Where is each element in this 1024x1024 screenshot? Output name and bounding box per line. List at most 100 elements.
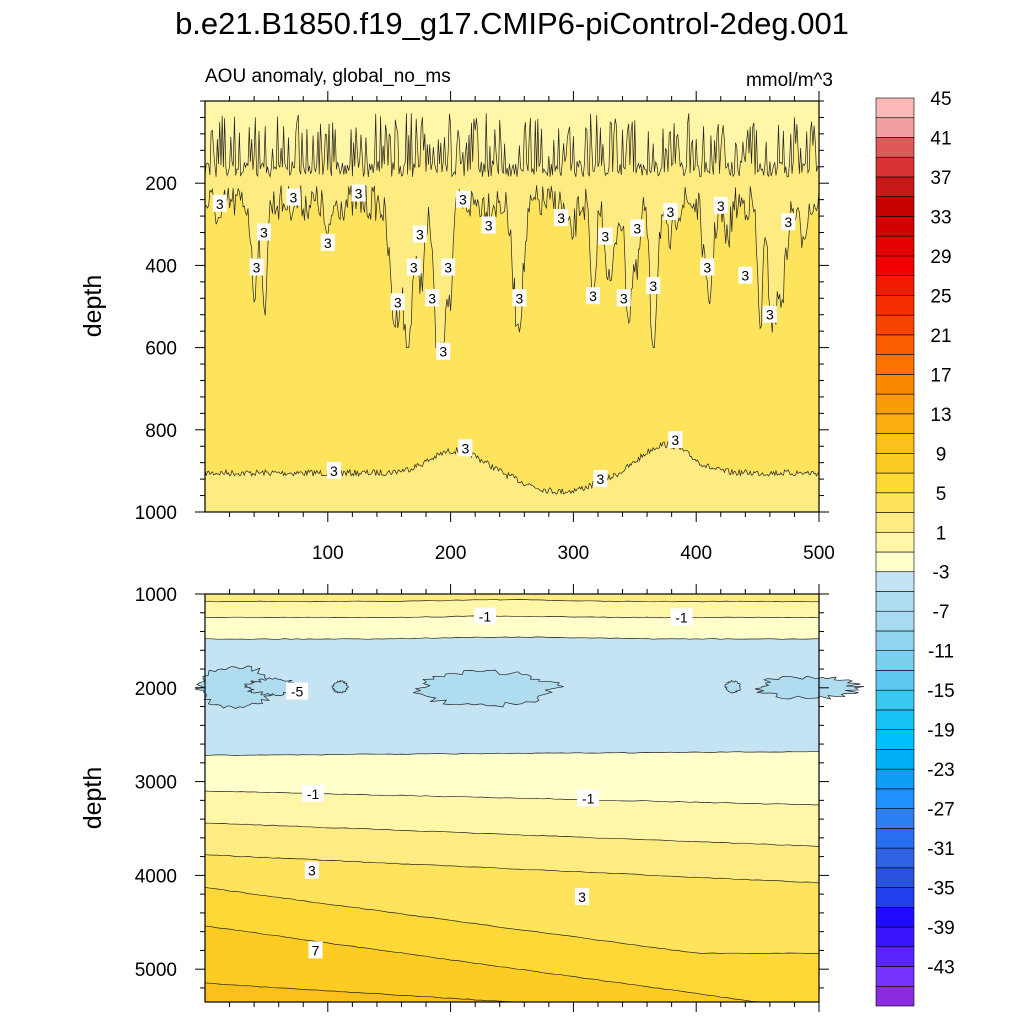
x-tick-label: 400 xyxy=(680,543,712,564)
contour-label: 3 xyxy=(461,440,469,456)
contour-label: 3 xyxy=(330,463,338,479)
p1-clabels-bg-25 xyxy=(762,305,777,323)
colorbar-cell xyxy=(875,788,915,809)
colorbar-label: -15 xyxy=(927,681,954,702)
colorbar-cell xyxy=(875,374,915,395)
colorbar-label: -31 xyxy=(927,839,954,860)
p1-clabels-bg-18 xyxy=(616,289,631,307)
lower-blob-center xyxy=(412,669,564,708)
upper-contour-line-3-deep xyxy=(204,441,820,495)
colorbar-label: 45 xyxy=(930,89,951,110)
p1-clabels-bg-27 xyxy=(326,461,341,479)
colorbar-label: -7 xyxy=(933,602,950,623)
colorbar-cell xyxy=(875,235,915,257)
colorbar-label: 1 xyxy=(936,523,947,544)
lower-panel: -1 -1 -5 -1 -1 3 3 7 1000 2000 3000 4000 5000 depth xyxy=(79,584,865,1012)
upper-panel-axes: 100 200 300 400 500 200 400 600 800 1000 xyxy=(135,91,835,564)
contour-label: 3 xyxy=(260,225,268,241)
colorbar-label: -23 xyxy=(927,760,954,781)
contour-label: 3 xyxy=(578,889,586,905)
colorbar-cell xyxy=(875,492,915,513)
p1-clabels-bg-17 xyxy=(598,227,613,245)
colorbar-label: -19 xyxy=(927,721,954,742)
p1-clabels-bg-24 xyxy=(738,266,753,284)
colorbar-label: -11 xyxy=(928,642,954,663)
colorbar-cell xyxy=(875,926,915,948)
colorbar-cell xyxy=(875,985,915,1007)
y-tick-label: 3000 xyxy=(135,773,177,794)
contour-label: 3 xyxy=(766,307,774,323)
colorbar-cell xyxy=(875,907,915,928)
colorbar-label: 13 xyxy=(930,405,951,426)
y-tick-label: 200 xyxy=(145,174,177,195)
p1-clabels-bg-15 xyxy=(554,209,569,227)
lower-blob-right xyxy=(754,675,865,700)
p1-clabels-bg-23 xyxy=(713,196,728,214)
lower-blob-small2 xyxy=(331,679,350,694)
colorbar-cell xyxy=(875,393,915,415)
p1-clabels-bg-8 xyxy=(406,258,421,276)
p2-clabels-bg-1 xyxy=(670,608,693,626)
upper-panel-contour-labels: 3 3 3 3 3 3 3 3 3 3 3 3 3 3 3 3 3 3 3 3 3 3 3 3 3 3 3 3 3 3 3 xyxy=(212,184,796,488)
colorbar: 45 41 37 33 29 25 21 17 13 9 5 1 -3 -7 -11 -15 -19 -23 -27… xyxy=(875,89,955,1007)
p1-clabels-bg-22 xyxy=(700,258,715,276)
contour-label: 3 xyxy=(394,294,402,310)
p1-clabels-bg-14 xyxy=(512,289,527,307)
contour-label: 3 xyxy=(671,432,679,448)
p1-clabels-bg-26 xyxy=(781,213,796,231)
contour-label: 3 xyxy=(308,863,316,879)
upper-panel-left-label: AOU anomaly, global_no_ms xyxy=(205,66,451,87)
contour-label: 3 xyxy=(444,259,452,275)
upper-panel-y-axis-label: depth xyxy=(79,275,107,338)
contour-label: 3 xyxy=(439,344,447,360)
lower-panel-contour-fill xyxy=(195,594,865,1002)
colorbar-labels: 45 41 37 33 29 25 21 17 13 9 5 1 -3 -7 -11 -15 -19 -23 -27… xyxy=(927,89,954,979)
upper-fill-band-minus1-1 xyxy=(205,101,819,177)
colorbar-cell xyxy=(875,591,915,612)
colorbar-cell xyxy=(875,966,915,987)
colorbar-label: 37 xyxy=(930,168,951,189)
colorbar-cells xyxy=(875,97,915,1007)
colorbar-cell xyxy=(875,768,915,790)
upper-contour-line-3-shallow xyxy=(204,184,820,349)
colorbar-cell xyxy=(875,413,915,434)
lower-fill-band-9 xyxy=(205,982,819,1002)
p1-clabels-bg-21 xyxy=(663,202,678,220)
colorbar-cell xyxy=(875,729,915,750)
contour-label: -1 xyxy=(479,609,492,625)
colorbar-label: 9 xyxy=(936,444,947,465)
colorbar-label: 33 xyxy=(930,207,951,228)
colorbar-cell xyxy=(875,117,915,138)
contour-label: -5 xyxy=(291,684,304,700)
colorbar-cell xyxy=(875,354,915,375)
colorbar-cell xyxy=(875,176,915,197)
p2-clabels-bg-0 xyxy=(473,607,496,625)
colorbar-cell xyxy=(875,867,915,888)
contour-label: 3 xyxy=(355,185,363,201)
y-tick-label: 800 xyxy=(145,421,177,442)
lower-contour-line-7 xyxy=(204,886,819,954)
contour-label: 7 xyxy=(312,942,320,958)
contour-label: 3 xyxy=(416,227,424,243)
contour-label: -1 xyxy=(582,790,595,806)
contour-label: 3 xyxy=(589,288,597,304)
p1-clabels-bg-4 xyxy=(320,233,335,251)
contour-label: 3 xyxy=(601,229,609,245)
contour-label: 3 xyxy=(667,204,675,220)
x-tick-label: 200 xyxy=(435,543,467,564)
colorbar-label: -39 xyxy=(927,918,954,939)
lower-contour-line-1 xyxy=(204,615,820,619)
y-tick-label: 2000 xyxy=(135,679,177,700)
lower-contour-line-3 xyxy=(204,750,820,756)
p1-clabels-bg-0 xyxy=(212,194,227,212)
contour-label: 3 xyxy=(741,268,749,284)
contour-label: 3 xyxy=(784,214,792,230)
colorbar-label: -27 xyxy=(927,800,954,821)
colorbar-cell xyxy=(875,630,915,651)
colorbar-label: -3 xyxy=(933,563,950,584)
upper-contour-line-1 xyxy=(204,113,820,179)
colorbar-cell xyxy=(875,334,915,355)
p2-clabels-bg-3 xyxy=(302,784,325,802)
colorbar-cell xyxy=(875,749,915,770)
colorbar-cell xyxy=(875,137,915,158)
